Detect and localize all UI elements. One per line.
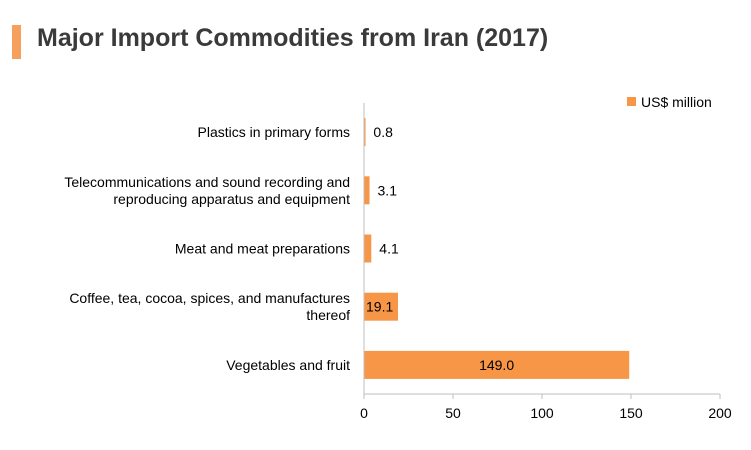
chart-title: Major Import Commodities from Iran (2017… bbox=[37, 24, 549, 52]
category-label: Coffee, tea, cocoa, spices, and manufact… bbox=[69, 290, 350, 306]
title-accent-bar bbox=[12, 25, 21, 59]
data-label: 3.1 bbox=[378, 182, 398, 198]
bar bbox=[364, 176, 370, 205]
legend-swatch bbox=[627, 97, 636, 106]
bar bbox=[364, 350, 630, 379]
x-tick-label: 50 bbox=[445, 405, 461, 421]
category-label: reproducing apparatus and equipment bbox=[113, 191, 350, 207]
category-label: thereof bbox=[306, 307, 350, 323]
bar bbox=[364, 292, 398, 321]
legend-label: US$ million bbox=[641, 94, 712, 110]
category-label: Plastics in primary forms bbox=[198, 124, 350, 140]
category-label: Meat and meat preparations bbox=[175, 241, 350, 257]
bar bbox=[364, 234, 372, 263]
data-label: 4.1 bbox=[379, 241, 399, 257]
data-label: 149.0 bbox=[479, 357, 514, 373]
data-label: 0.8 bbox=[373, 124, 393, 140]
category-label: Telecommunications and sound recording a… bbox=[64, 174, 350, 190]
category-label: Vegetables and fruit bbox=[226, 357, 350, 373]
x-tick-label: 200 bbox=[708, 405, 732, 421]
bar bbox=[364, 118, 366, 147]
x-tick-label: 150 bbox=[619, 405, 643, 421]
x-tick-label: 100 bbox=[530, 405, 554, 421]
x-tick-label: 0 bbox=[360, 405, 368, 421]
data-label: 19.1 bbox=[366, 299, 393, 315]
